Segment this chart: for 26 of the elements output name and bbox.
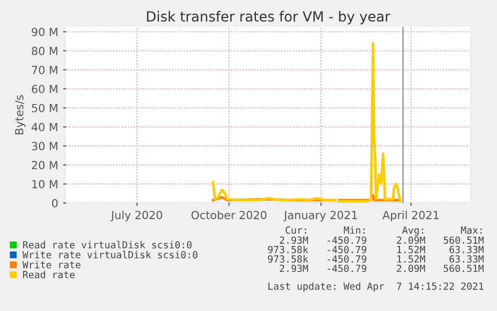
legend-label: Write rate (22, 260, 80, 268)
y-tick-label: 20 M (32, 160, 58, 170)
x-tick-label: October 2020 (191, 210, 266, 220)
x-tick-label: April 2021 (382, 210, 439, 222)
y-tick-label: 0 (52, 198, 58, 208)
y-tick-label: 40 M (32, 122, 58, 132)
text: Last update: Wed Apr 7 14:15:22 2021 (268, 282, 484, 292)
y-axis-title: Bytes/s (15, 95, 26, 134)
text: 2.93M -450.79 2.09M 560.51M (280, 236, 484, 244)
text: 973.58k -450.79 1.52M 63.33M (268, 246, 484, 254)
x-tick-label: July 2020 (110, 210, 162, 222)
chart-title: Disk transfer rates for VM - by year (147, 10, 390, 24)
y-tick-label: 80 M (32, 46, 58, 56)
y-tick-label: 90 M (32, 28, 58, 36)
text: Cur: Min: Avg: Max: (286, 226, 482, 236)
legend-label: Read rate virtualDisk scsi0:0 (23, 240, 192, 248)
y-tick-label: 30 M (32, 142, 58, 150)
y-tick-label: 60 M (32, 84, 58, 94)
text: 2.93M -450.79 2.09M 560.51M (280, 264, 484, 272)
x-tick-label: January 2021 (283, 210, 357, 222)
y-tick-label: 70 M (32, 66, 58, 74)
text: 973.58k -450.79 1.52M 63.33M (268, 255, 484, 263)
legend-label: Write rate virtualDisk scsi0:0 (22, 250, 198, 258)
legend-label: Read rate (23, 270, 75, 278)
y-tick-label: 10 M (32, 180, 58, 188)
y-tick-label: 50 M (32, 104, 58, 112)
